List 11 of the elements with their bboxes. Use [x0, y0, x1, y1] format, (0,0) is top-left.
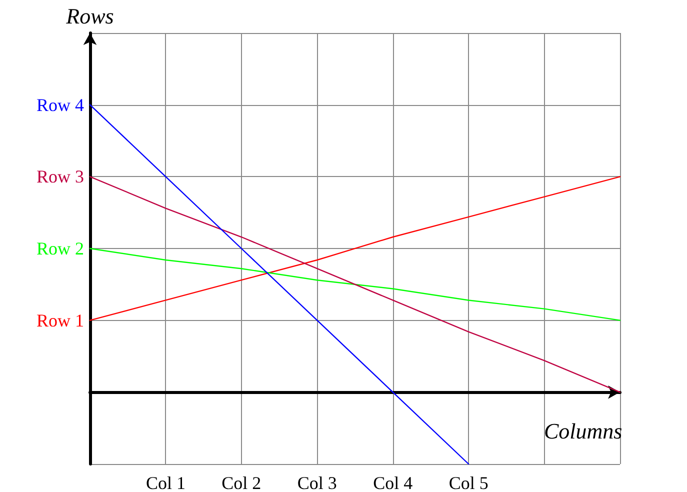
series-label: Row 2	[36, 238, 84, 258]
x-tick-label: Col 2	[222, 473, 262, 492]
x-tick-label: Col 4	[373, 473, 413, 492]
x-axis-title: Columns	[544, 418, 622, 444]
x-tick-label: Col 3	[297, 473, 337, 492]
series-label: Row 1	[36, 310, 84, 330]
series-label: Row 3	[36, 166, 84, 187]
x-tick-label: Col 1	[146, 473, 186, 492]
y-axis-title: Rows	[65, 4, 114, 28]
x-tick-label: Col 5	[448, 473, 488, 492]
series-label: Row 4	[36, 94, 84, 115]
